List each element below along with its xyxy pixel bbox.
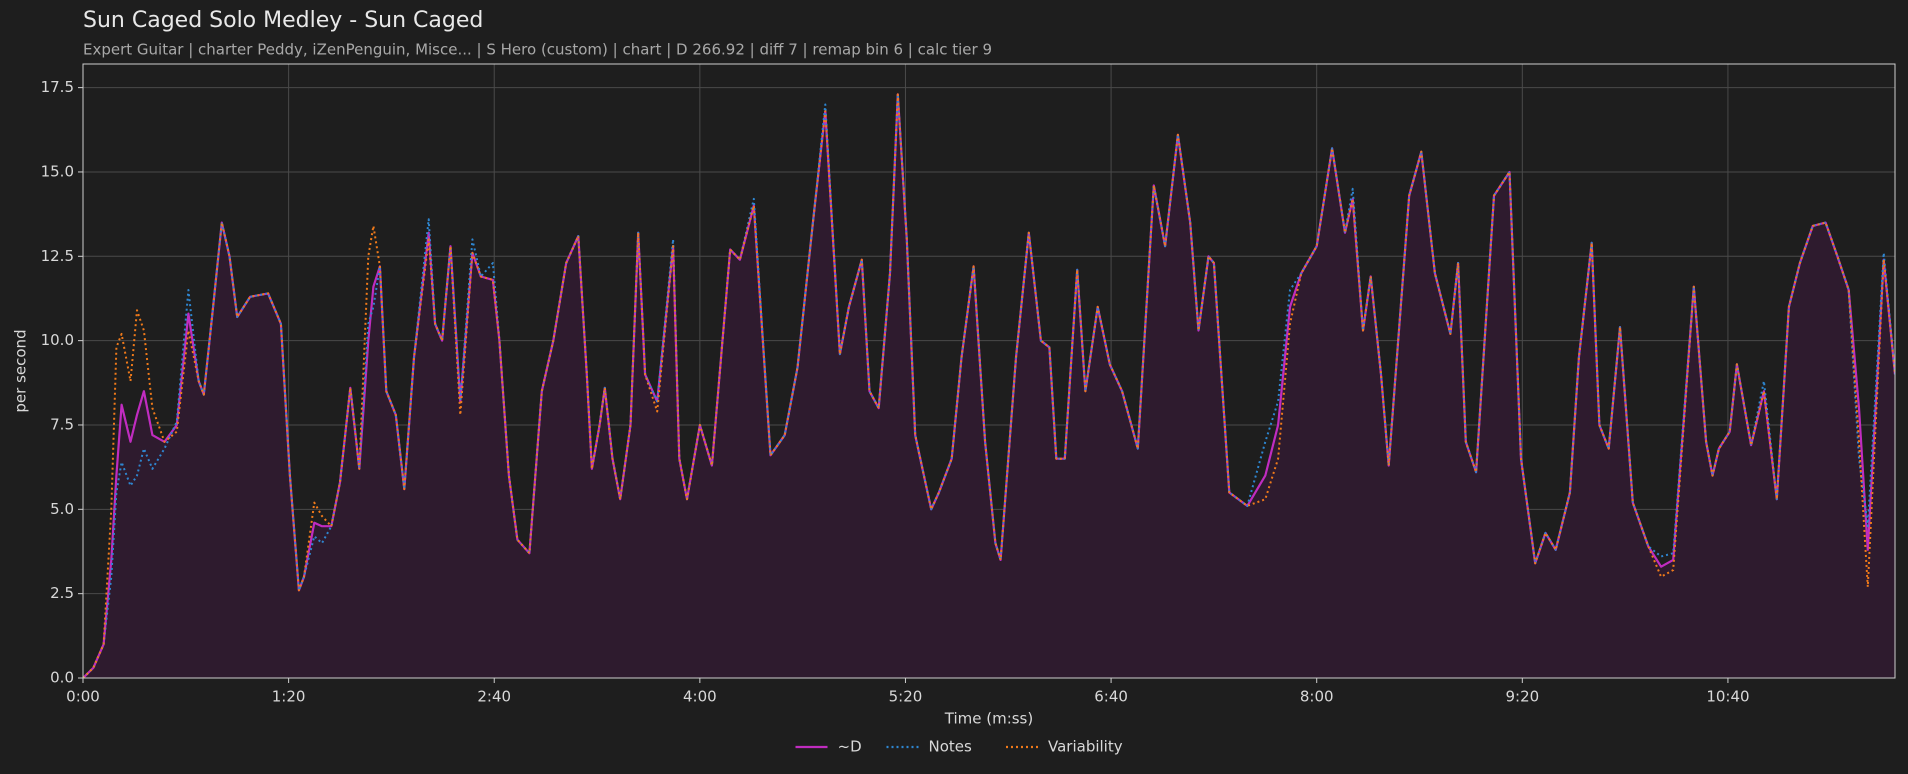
legend-label: Notes [929, 738, 973, 756]
x-tick-label: 0:00 [66, 688, 100, 706]
y-tick-label: 10.0 [41, 331, 74, 349]
x-tick-label: 5:20 [889, 688, 923, 706]
x-axis-label: Time (m:ss) [944, 710, 1033, 728]
y-tick-label: 7.5 [50, 415, 74, 433]
y-tick-label: 5.0 [50, 500, 74, 518]
series-line [83, 93, 1895, 678]
y-tick-label: 2.5 [50, 584, 74, 602]
series-area [83, 94, 1895, 678]
x-tick-label: 9:20 [1505, 688, 1539, 706]
chart-subtitle: Expert Guitar | charter Peddy, iZenPengu… [83, 41, 992, 59]
legend-label: Variability [1048, 738, 1123, 756]
x-tick-label: 10:40 [1706, 688, 1749, 706]
x-tick-label: 8:00 [1300, 688, 1334, 706]
legend-label: ~D [838, 738, 862, 756]
x-tick-label: 2:40 [477, 688, 511, 706]
chart-title: Sun Caged Solo Medley - Sun Caged [83, 8, 483, 33]
plot-frame [82, 63, 1896, 679]
y-axis-label: per second [12, 329, 30, 412]
y-tick-label: 0.0 [50, 669, 74, 687]
y-tick-label: 12.5 [41, 247, 74, 265]
y-tick-label: 17.5 [41, 78, 74, 96]
plot-layer [83, 93, 1895, 678]
x-tick-label: 6:40 [1094, 688, 1128, 706]
series-line [83, 93, 1895, 678]
y-tick-label: 15.0 [41, 162, 74, 180]
x-tick-label: 4:00 [683, 688, 717, 706]
x-tick-label: 1:20 [272, 688, 306, 706]
